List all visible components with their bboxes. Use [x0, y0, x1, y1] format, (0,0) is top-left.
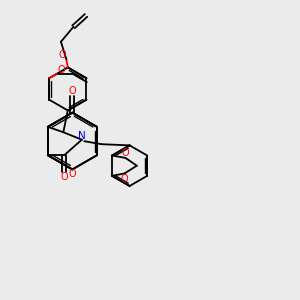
Text: N: N: [78, 131, 86, 141]
Text: O: O: [58, 50, 66, 60]
Text: O: O: [68, 169, 76, 179]
Text: O: O: [121, 174, 128, 184]
Text: O: O: [68, 86, 76, 96]
Text: O: O: [122, 148, 129, 158]
Text: O: O: [60, 172, 68, 182]
Text: O: O: [58, 65, 65, 75]
